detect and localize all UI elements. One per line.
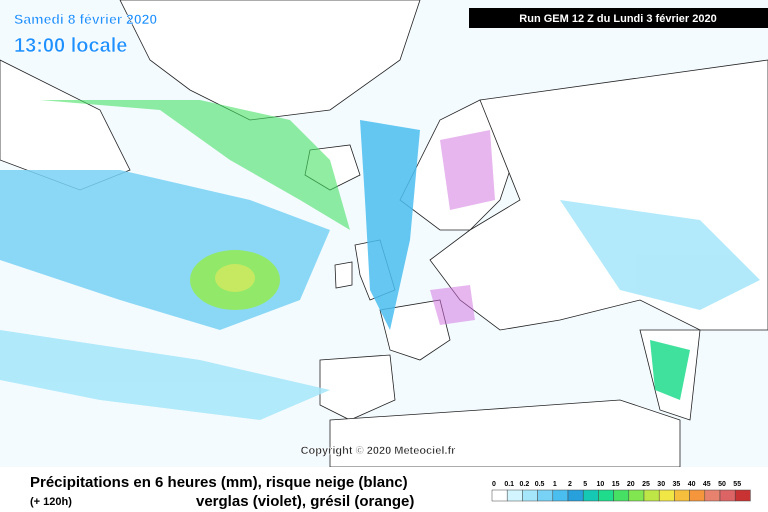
legend-swatch [734,489,751,502]
legend-swatch [613,489,630,502]
legend-label: 0 [492,481,496,488]
legend-label: 15 [612,481,620,488]
legend-label: 55 [733,481,741,488]
legend-swatch [567,489,584,502]
legend-label: 1 [553,481,557,488]
legend-swatch [643,489,660,502]
legend-swatch [658,489,675,502]
iberia [319,354,396,421]
legend-swatch [537,489,554,502]
precip-core [215,264,255,292]
legend-label: 10 [597,481,605,488]
legend-label: 25 [642,481,650,488]
greenland [119,0,421,121]
caption-line2: verglas (violet), grésil (orange) [196,493,414,510]
legend-label: 40 [688,481,696,488]
caption-panel [0,467,768,512]
freezing-rain [440,130,495,210]
precipitation [0,100,760,420]
legend-label: 2 [568,481,572,488]
legend-swatch [719,489,736,502]
legend-swatch [552,489,569,502]
legend-swatch [689,489,706,502]
legend-label: 0.2 [520,481,530,488]
caption-line1: Précipitations en 6 heures (mm), risque … [30,474,408,491]
france [379,299,451,361]
ireland [334,261,353,289]
legend-swatch [674,489,690,502]
legend-swatch [506,489,523,502]
legend-label: 0.1 [504,481,514,488]
precip-area [360,120,420,330]
legend-swatch [582,489,599,502]
legend-swatch [491,489,508,502]
legend-label: 45 [703,481,711,488]
precip-area [560,200,760,310]
legend-label: 0.5 [535,481,545,488]
precip-area [0,330,330,420]
copyright: Copyright © 2020 Meteociel.fr [301,445,457,457]
legend-label: 50 [718,481,726,488]
legend-label: 30 [657,481,665,488]
legend-swatch [704,489,721,502]
time-label: 13:00 locale [14,35,127,57]
precip-area [40,100,350,230]
legend-swatch [522,489,538,502]
caption-lead: (+ 120h) [30,496,72,508]
legend-label: 5 [583,481,587,488]
freezing-rain [430,285,475,325]
legend-swatch [598,489,614,502]
precip-area [650,340,690,400]
legend-swatch [628,489,645,502]
run-label: Run GEM 12 Z du Lundi 3 février 2020 [519,13,716,25]
legend-label: 35 [673,481,681,488]
legend: 0 0.1 0.2 0.5 1 2 5 10 15 20 25 30 35 40 45 50 55 [491,481,751,502]
legend-label: 20 [627,481,635,488]
run-banner [469,8,768,28]
date-label: Samedi 8 février 2020 [14,11,157,27]
